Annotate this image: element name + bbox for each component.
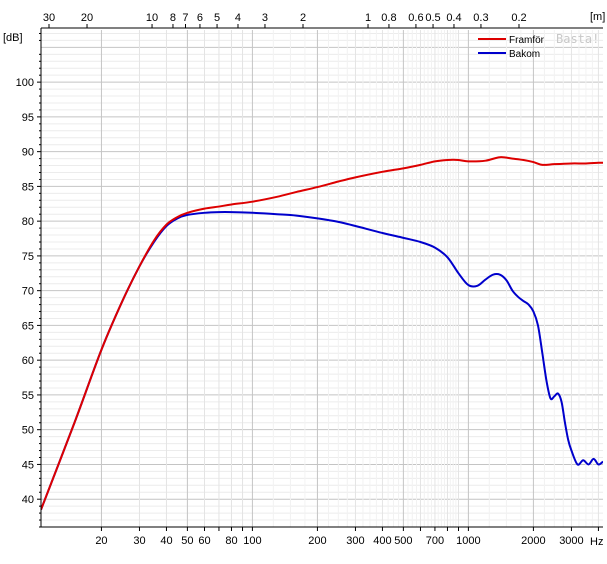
x-tick-label: 80 [225, 535, 237, 547]
legend: Framför Bakom [478, 35, 545, 60]
y-axis-unit-label: [dB] [3, 32, 23, 44]
x-tick-label: 400 [373, 535, 391, 547]
x-tick-label: 3000 [559, 535, 583, 547]
legend-label: Bakom [509, 49, 540, 60]
top-tick-label: 20 [81, 12, 93, 24]
y-tick-label: 95 [22, 112, 34, 124]
top-tick-label: 2 [300, 12, 306, 24]
top-tick-label: 1 [365, 12, 371, 24]
y-tick-label: 45 [22, 459, 34, 471]
x-tick-label: 30 [133, 535, 145, 547]
y-tick-label: 70 [22, 286, 34, 298]
x-tick-label: 2000 [521, 535, 545, 547]
y-tick-label: 55 [22, 390, 34, 402]
axes [37, 24, 603, 531]
x-tick-label: 100 [243, 535, 261, 547]
x-tick-label: 700 [426, 535, 444, 547]
series-line-1 [41, 211, 603, 510]
x-tick-label: 1000 [456, 535, 480, 547]
top-tick-label: 10 [146, 12, 158, 24]
x-tick-label: 50 [181, 535, 193, 547]
x-tick-label: 20 [95, 535, 107, 547]
x-tick-label: 500 [394, 535, 412, 547]
x-tick-label: 60 [198, 535, 210, 547]
grid [41, 30, 603, 528]
top-tick-label: 0.3 [473, 12, 488, 24]
y-tick-label: 90 [22, 147, 34, 159]
y-tick-label: 65 [22, 320, 34, 332]
x-tick-label: 300 [346, 535, 364, 547]
top-tick-label: 6 [197, 12, 203, 24]
top-tick-label: 0.6 [408, 12, 423, 24]
y-tick-label: 75 [22, 251, 34, 263]
top-tick-label: 8 [170, 12, 176, 24]
x-tick-label: 200 [308, 535, 326, 547]
y-tick-label: 80 [22, 216, 34, 228]
x-axis-unit-label: Hz [590, 536, 603, 548]
top-tick-label: 4 [235, 12, 241, 24]
top-tick-label: 30 [43, 12, 55, 24]
x-tick-label: 40 [160, 535, 172, 547]
y-tick-label: 100 [16, 77, 34, 89]
watermark-text: Basta! [556, 32, 599, 46]
top-tick-label: 3 [262, 12, 268, 24]
top-tick-label: 7 [182, 12, 188, 24]
y-tick-label: 40 [22, 494, 34, 506]
top-tick-label: 0.8 [381, 12, 396, 24]
legend-label: Framför [509, 35, 545, 46]
top-tick-label: 0.4 [446, 12, 461, 24]
series-line-0 [41, 156, 603, 510]
y-tick-label: 60 [22, 355, 34, 367]
top-axis-unit-label: [m] [590, 11, 605, 23]
top-tick-label: 0.2 [511, 12, 526, 24]
top-tick-label: 5 [214, 12, 220, 24]
y-tick-label: 85 [22, 181, 34, 193]
series-lines [41, 156, 603, 510]
top-tick-label: 0.5 [425, 12, 440, 24]
y-tick-label: 50 [22, 425, 34, 437]
